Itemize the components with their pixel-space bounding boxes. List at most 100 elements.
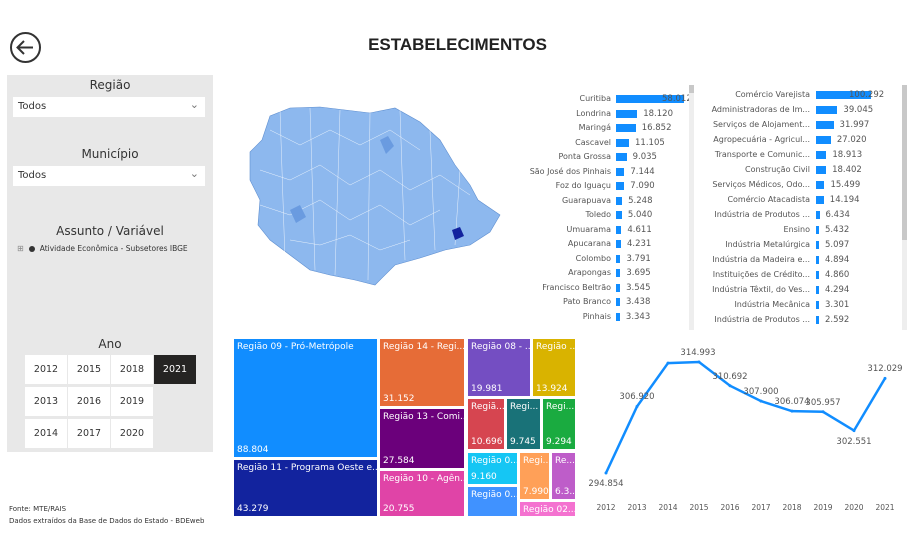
treemap-tile[interactable]: Re... 6.3... <box>551 452 576 500</box>
treemap-tile[interactable]: Região 09 - Pró-Metrópole 88.804 <box>233 338 378 458</box>
bar[interactable] <box>616 124 636 132</box>
bar[interactable] <box>816 271 819 279</box>
bar[interactable] <box>616 211 622 219</box>
line-point[interactable] <box>697 360 701 364</box>
bar-label: Colombo <box>575 253 611 263</box>
bar[interactable] <box>816 211 820 219</box>
municipios-scrollbar[interactable] <box>689 85 694 330</box>
map-highlight-municipality[interactable] <box>380 136 394 154</box>
treemap-tile[interactable]: Regi... 7.990 <box>519 452 550 500</box>
bar[interactable] <box>616 182 625 190</box>
treemap-tile[interactable]: Regiã... 10.696 <box>467 398 505 450</box>
bar[interactable] <box>816 316 819 324</box>
bar-value: 3.545 <box>626 282 651 293</box>
bar[interactable] <box>616 138 630 147</box>
bar-label: Pinhais <box>582 311 611 321</box>
year-2020[interactable]: 2020 <box>111 419 153 448</box>
bar[interactable] <box>816 226 819 234</box>
treemap-tile-value: 31.152 <box>383 394 415 404</box>
treemap-tile[interactable]: Região 13 - Comi... 27.584 <box>379 408 465 469</box>
line-data-label: 314.993 <box>680 348 716 358</box>
treemap-tile[interactable]: Regi... 9.745 <box>506 398 541 450</box>
line-point[interactable] <box>728 384 732 388</box>
year-2013[interactable]: 2013 <box>25 387 67 416</box>
bar-label: Guarapuava <box>561 195 611 205</box>
bar[interactable] <box>816 136 831 144</box>
year-2012[interactable]: 2012 <box>25 355 67 384</box>
bar[interactable] <box>616 269 621 277</box>
line-point[interactable] <box>790 409 794 413</box>
regiao-dropdown[interactable]: Todos ⌄ <box>13 97 205 117</box>
line-series[interactable] <box>604 360 887 474</box>
treemap-tile[interactable]: Regi... 9.294 <box>542 398 576 450</box>
treemap-tile[interactable]: Região 02... <box>519 501 576 517</box>
bar-value: 5.432 <box>825 225 850 235</box>
chevron-down-icon: ⌄ <box>189 167 199 180</box>
subsetores-scrollbar[interactable] <box>902 85 907 330</box>
assunto-option[interactable]: ⊞ Atividade Econômica - Subsetores IBGE <box>17 244 188 253</box>
map-curitiba-municipality[interactable] <box>452 227 464 240</box>
bar[interactable] <box>616 240 621 248</box>
line-data-label: 294.854 <box>588 479 624 489</box>
treemap-tile-label: Região 14 - Regi... <box>383 342 465 352</box>
year-2019[interactable]: 2019 <box>111 387 153 416</box>
line-point[interactable] <box>666 361 670 365</box>
bar[interactable] <box>816 91 871 99</box>
line-point[interactable] <box>821 410 825 414</box>
treemap-tile-label: Re... <box>555 456 575 466</box>
treemap-tile[interactable]: Região 14 - Regi... 31.152 <box>379 338 465 407</box>
year-2016[interactable]: 2016 <box>68 387 110 416</box>
line-point[interactable] <box>883 376 887 380</box>
expand-icon[interactable]: ⊞ <box>17 244 24 253</box>
bar[interactable] <box>616 153 627 161</box>
line-point[interactable] <box>759 399 763 403</box>
bar[interactable] <box>816 106 838 114</box>
bar[interactable] <box>816 196 824 204</box>
treemap-tile[interactable]: Região 11 - Programa Oeste e... 43.279 <box>233 459 378 517</box>
line-point[interactable] <box>635 404 639 408</box>
x-axis-tick: 2021 <box>875 503 895 512</box>
bar[interactable] <box>816 286 819 294</box>
bar-value: 9.035 <box>632 152 657 162</box>
map-state-shape[interactable] <box>249 106 501 286</box>
treemap-tile[interactable]: Região 0... <box>467 486 518 517</box>
bar[interactable] <box>616 254 621 263</box>
line-point[interactable] <box>604 471 608 475</box>
bar[interactable] <box>816 151 827 159</box>
bar[interactable] <box>816 256 819 264</box>
parana-map[interactable] <box>240 100 510 295</box>
line-point[interactable] <box>852 429 856 433</box>
treemap-tile[interactable]: Região 0... 9.160 <box>467 452 518 485</box>
year-2018[interactable]: 2018 <box>111 355 153 384</box>
bar-value: 18.913 <box>832 150 863 160</box>
year-2014[interactable]: 2014 <box>25 419 67 448</box>
bar[interactable] <box>816 166 827 174</box>
bar[interactable] <box>816 301 819 309</box>
bar[interactable] <box>816 241 819 249</box>
back-button[interactable] <box>10 32 41 63</box>
bar[interactable] <box>816 181 825 189</box>
bar-value: 3.791 <box>626 253 651 264</box>
bar[interactable] <box>616 196 623 205</box>
page-title: ESTABELECIMENTOS <box>368 35 547 54</box>
treemap-tile[interactable]: Região ... 13.924 <box>532 338 576 397</box>
bar[interactable] <box>616 312 620 321</box>
back-arrow-circle-icon <box>16 40 33 55</box>
year-2015[interactable]: 2015 <box>68 355 110 384</box>
bar[interactable] <box>616 225 622 234</box>
treemap-tile[interactable]: Região 10 - Agên... 20.755 <box>379 470 465 517</box>
year-2021[interactable]: 2021 <box>154 355 196 384</box>
bar[interactable] <box>616 95 684 103</box>
treemap-tile[interactable]: Região 08 - ... 19.981 <box>467 338 531 397</box>
bar[interactable] <box>616 109 638 118</box>
bar[interactable] <box>616 167 625 176</box>
treemap-tile-value: 7.990 <box>523 487 549 497</box>
year-2017[interactable]: 2017 <box>68 419 110 448</box>
map-highlight-municipality[interactable] <box>290 205 306 223</box>
bar[interactable] <box>616 283 621 292</box>
bar[interactable] <box>616 298 621 306</box>
source-text: Fonte: MTE/RAIS <box>9 505 67 513</box>
municipio-dropdown[interactable]: Todos ⌄ <box>13 166 205 186</box>
bar[interactable] <box>816 121 834 129</box>
radio-selected-icon[interactable] <box>28 245 35 252</box>
